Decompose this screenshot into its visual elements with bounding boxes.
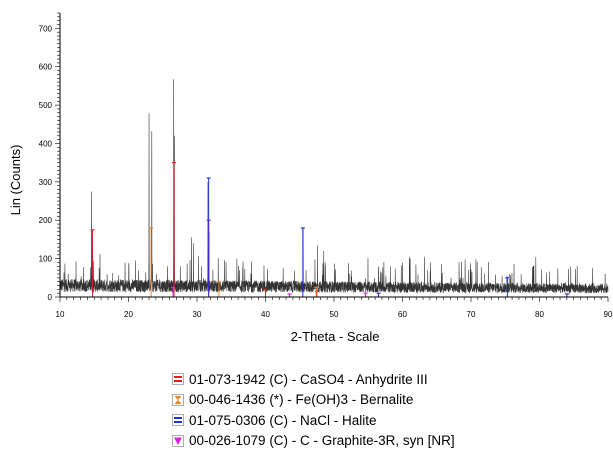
- legend-label: 01-075-0306 (C) - NaCl - Halite: [189, 412, 377, 428]
- reference-series-3: [206, 177, 569, 297]
- legend-label: 01-073-1942 (C) - CaSO4 - Anhydrite III: [189, 371, 428, 387]
- legend-label: 00-046-1436 (*) - Fe(OH)3 - Bernalite: [189, 392, 414, 408]
- y-tick-label: 0: [48, 293, 53, 302]
- y-tick-label: 100: [39, 255, 53, 264]
- y-tick-label: 200: [39, 216, 53, 225]
- y-tick-label: 600: [39, 63, 53, 72]
- legend-entry: 00-026-1079 (C) - C - Graphite-3R, syn […: [172, 431, 455, 452]
- y-tick-label: 300: [39, 178, 53, 187]
- x-tick-label: 90: [604, 310, 613, 319]
- legend-symbol-double-bar-icon: [172, 373, 184, 386]
- legend: 01-073-1942 (C) - CaSO4 - Anhydrite III 0…: [172, 369, 455, 451]
- legend-symbol-double-bar-icon: [172, 414, 184, 427]
- x-tick-label: 60: [398, 310, 407, 319]
- reference-series-2: [149, 227, 319, 297]
- y-axis-title: Lin (Counts): [8, 145, 23, 216]
- x-tick-label: 30: [193, 310, 202, 319]
- x-tick-label: 10: [56, 310, 65, 319]
- x-tick-label: 40: [261, 310, 270, 319]
- y-tick-label: 700: [39, 24, 53, 33]
- legend-entry: 01-075-0306 (C) - NaCl - Halite: [172, 410, 455, 431]
- y-tick-label: 500: [39, 101, 53, 110]
- plot-area: [59, 79, 609, 297]
- x-tick-label: 50: [330, 310, 339, 319]
- x-tick-label: 70: [467, 310, 476, 319]
- legend-entry: 01-073-1942 (C) - CaSO4 - Anhydrite III: [172, 369, 455, 390]
- x-tick-label: 80: [535, 310, 544, 319]
- x-axis: 10 20 30 40 50 60 70 80 90: [56, 296, 613, 319]
- reference-series-4: [171, 286, 368, 297]
- measured-pattern-line: [59, 79, 609, 295]
- legend-entry: 00-046-1436 (*) - Fe(OH)3 - Bernalite: [172, 390, 455, 411]
- legend-symbol-triangle-down-icon: [172, 434, 184, 447]
- y-tick-label: 400: [39, 139, 53, 148]
- y-axis: 0 100 200 300 400 500 600 700: [39, 12, 61, 302]
- x-axis-title: 2-Theta - Scale: [291, 329, 380, 344]
- legend-symbol-hourglass-icon: [172, 393, 184, 406]
- legend-label: 00-026-1079 (C) - C - Graphite-3R, syn […: [189, 433, 455, 449]
- x-tick-label: 20: [124, 310, 133, 319]
